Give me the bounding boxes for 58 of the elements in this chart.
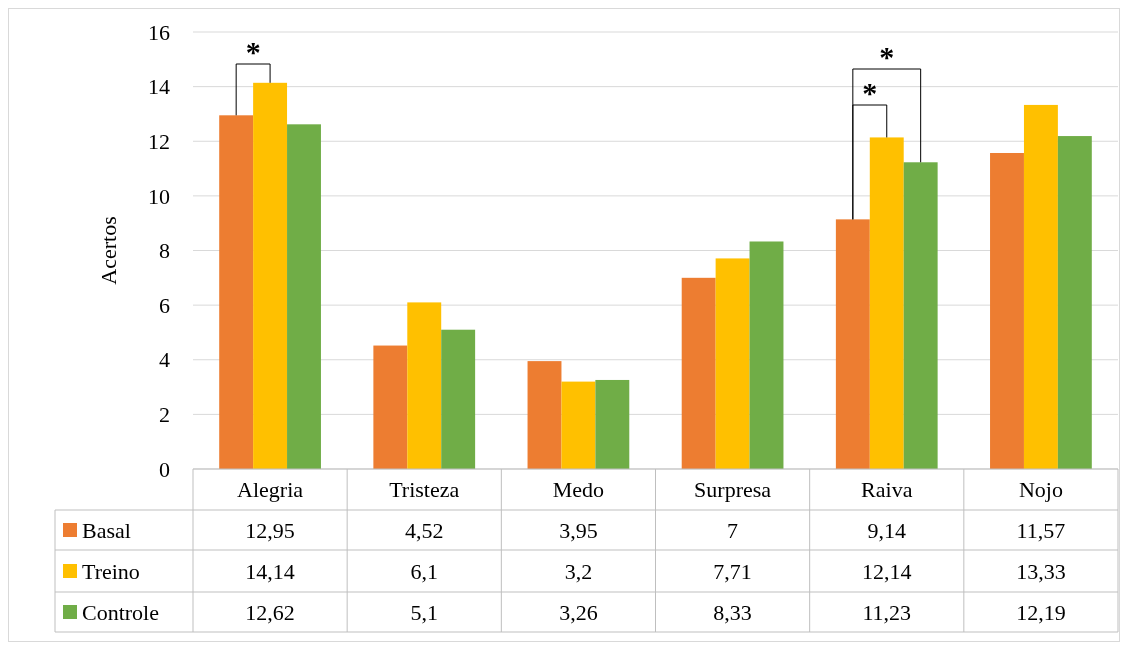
data-label: 14,14 — [245, 558, 295, 584]
bar — [749, 241, 784, 469]
bar — [903, 162, 938, 469]
data-label: 3,95 — [559, 517, 598, 543]
bar — [595, 379, 630, 469]
bar — [527, 361, 562, 469]
data-label: 11,23 — [862, 599, 912, 625]
y-tick-label: 4 — [159, 347, 170, 373]
bar — [990, 152, 1024, 469]
bar — [561, 381, 596, 469]
bar — [715, 258, 750, 469]
x-tick-label: Medo — [552, 477, 605, 503]
annotation: * — [245, 35, 261, 68]
data-label: 7,71 — [713, 558, 752, 584]
y-axis-title: Acertos — [96, 216, 121, 285]
data-label: 3,2 — [564, 558, 593, 584]
data-label: 12,19 — [1016, 599, 1066, 625]
y-tick-label: 2 — [159, 402, 170, 428]
data-label: 8,33 — [713, 599, 752, 625]
x-tick-label: Nojo — [1018, 477, 1063, 503]
data-label: 6,1 — [410, 558, 438, 584]
x-tick-label: Tristeza — [389, 477, 460, 503]
bar — [835, 219, 870, 469]
data-label: 12,62 — [245, 599, 295, 625]
bar — [1057, 136, 1092, 469]
data-label: 4,52 — [405, 517, 444, 543]
bar — [869, 137, 904, 469]
annotation: * — [879, 40, 895, 73]
legend-label: Treino — [82, 558, 140, 584]
x-tick-label: Alegria — [237, 477, 304, 503]
bar — [219, 115, 254, 469]
legend-label: Controle — [82, 599, 159, 625]
y-tick-label: 14 — [148, 74, 170, 100]
data-label: 12,14 — [862, 558, 912, 584]
bar — [287, 124, 321, 469]
legend-label: Basal — [82, 517, 131, 543]
y-tick-label: 10 — [148, 183, 170, 209]
data-label: 11,57 — [1016, 517, 1066, 543]
bar — [441, 329, 476, 469]
bar — [1023, 104, 1058, 469]
data-label: 3,26 — [559, 599, 598, 625]
y-tick-label: 6 — [159, 292, 170, 318]
annotation: * — [862, 76, 878, 109]
y-tick-label: 12 — [148, 128, 170, 154]
bar — [373, 345, 408, 469]
x-tick-label: Raiva — [861, 477, 913, 503]
bar — [253, 82, 288, 469]
y-tick-label: 16 — [148, 19, 170, 45]
y-tick-label: 0 — [159, 456, 170, 482]
data-label: 12,95 — [245, 517, 295, 543]
data-label: 13,33 — [1016, 558, 1066, 584]
data-label: 9,14 — [867, 517, 906, 543]
bar — [681, 277, 716, 469]
y-tick-label: 8 — [159, 238, 170, 264]
x-tick-label: Surpresa — [694, 477, 772, 503]
data-label: 5,1 — [410, 599, 438, 625]
bar — [407, 302, 442, 469]
data-label: 7 — [727, 517, 739, 543]
